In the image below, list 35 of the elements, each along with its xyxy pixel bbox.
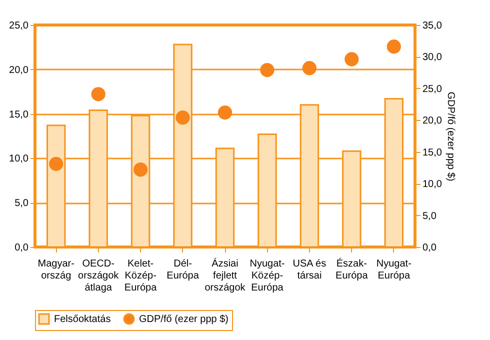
- y-tick-label: 5,0: [14, 198, 29, 210]
- y2-tick-label: 5,0: [422, 210, 437, 222]
- y2-tick-label: 25,0: [422, 84, 442, 95]
- y2-tick-label: 0,0: [422, 242, 437, 254]
- x-tick-label: USA és társai: [292, 258, 326, 282]
- point: [218, 105, 232, 120]
- x-tick-label: Kelet- Közép- Európa: [124, 258, 158, 294]
- x-tick-label: Magyar- ország: [38, 258, 74, 282]
- x-tick-label: OECD- országok átlaga: [78, 258, 120, 294]
- y-tick-label: 15,0: [9, 109, 29, 120]
- point: [49, 156, 64, 171]
- point: [133, 162, 148, 177]
- y2-tick-label: 10,0: [422, 179, 442, 190]
- point: [91, 87, 106, 102]
- x-tick-label: Nyugat- Európa: [376, 258, 412, 282]
- point: [386, 40, 401, 54]
- legend-label: Felsőoktatás: [54, 314, 111, 325]
- y-tick-label: 25,0: [9, 20, 29, 32]
- point: [302, 61, 317, 76]
- y2-tick-label: 35,0: [422, 20, 442, 32]
- legend-label: GDP/fő (ezer ppp $): [139, 314, 228, 325]
- y2-tick-label: 30,0: [422, 52, 442, 64]
- x-tick-label: Ázsiai fejlett országok: [204, 258, 246, 294]
- x-tick-label: Nyugat- Közép- Európa: [250, 258, 285, 294]
- point: [260, 62, 274, 78]
- point: [344, 52, 359, 66]
- x-tick-label: Észak- Európa: [336, 258, 368, 282]
- y2-tick-label: 20,0: [422, 116, 442, 127]
- y2-axis-title: GDP/fő (ezer ppp $): [444, 92, 456, 182]
- x-tick-label: Dél- Európa: [166, 258, 200, 282]
- point: [176, 110, 190, 125]
- y-tick-label: 0,0: [14, 242, 29, 254]
- y-tick-label: 20,0: [9, 64, 29, 76]
- y2-tick-label: 15,0: [422, 147, 442, 158]
- y-tick-label: 10,0: [9, 154, 29, 165]
